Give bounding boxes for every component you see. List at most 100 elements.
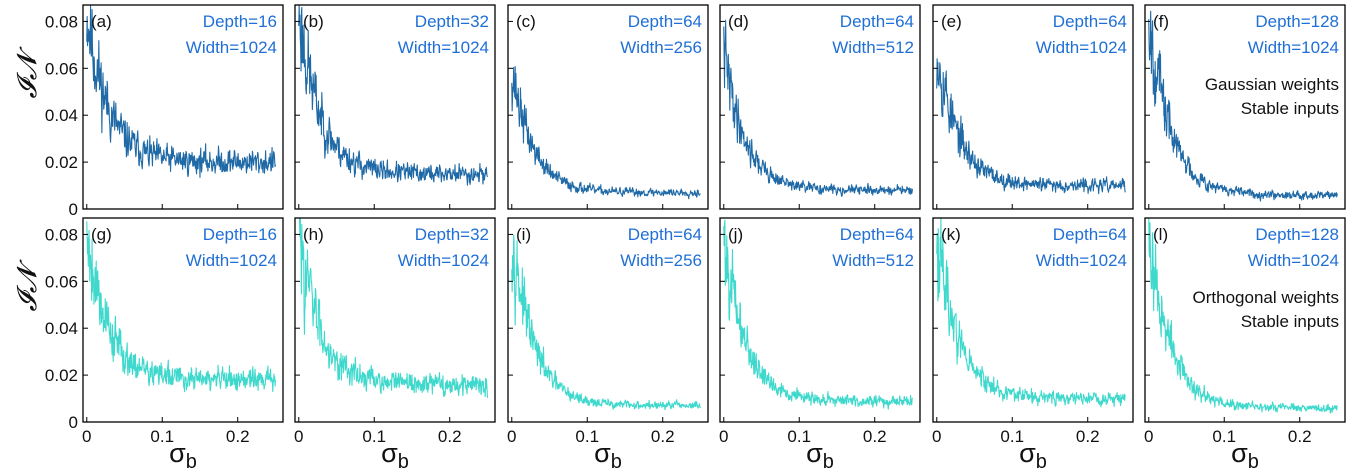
plot-frame — [932, 217, 1134, 423]
width-label: Width=1024 — [398, 38, 489, 57]
plot-frame — [82, 217, 284, 423]
panel-h: 0 0.1 0.2 (h) Depth=32 Width=1024 — [294, 217, 496, 446]
y-tick-label: 0 — [69, 200, 78, 219]
width-label: Width=1024 — [186, 251, 277, 270]
depth-label: Depth=16 — [203, 225, 277, 244]
y-tick-label: 0 — [69, 413, 78, 432]
plot-frame — [1144, 217, 1346, 423]
y-axis-label: 𝓘𝓝 — [12, 259, 42, 311]
panel-label: (a) — [91, 12, 112, 31]
panel-g: 0 0.02 0.04 0.06 0.08 0 0.1 0.2 (g) Depth=16 Width… — [45, 217, 284, 446]
plot-frame — [719, 4, 921, 210]
series-line — [86, 221, 276, 393]
x-tick-label: 0.1 — [1212, 427, 1236, 446]
panel-a: 0 0.02 0.04 0.06 0.08 (a) Depth=16 Width=1024 — [45, 4, 284, 219]
panel-label: (h) — [303, 225, 324, 244]
depth-label: Depth=64 — [840, 225, 914, 244]
x-tick-label: 0 — [1144, 427, 1153, 446]
width-label: Width=512 — [832, 38, 914, 57]
y-tick-label: 0.06 — [45, 59, 78, 78]
y-tick-label: 0.08 — [45, 12, 78, 31]
plot-frame — [507, 217, 709, 423]
x-axis-label: σb — [1231, 438, 1259, 470]
plot-frame — [507, 4, 709, 210]
width-label: Width=512 — [832, 251, 914, 270]
plot-frame — [932, 4, 1134, 210]
panels-group: 0 0.02 0.04 0.06 0.08 (a) Depth=16 Width=1024 (b… — [45, 4, 1346, 446]
width-label: Width=1024 — [398, 251, 489, 270]
width-label: Width=256 — [620, 38, 702, 57]
panel-l: 0 0.1 0.2 (l) Depth=128 Width=1024 Orthogonal … — [1144, 217, 1346, 446]
y-axis-label: 𝓘𝓝 — [12, 46, 42, 98]
x-tick-label: 0.1 — [575, 427, 599, 446]
x-tick-label: 0.1 — [1000, 427, 1024, 446]
series-line — [723, 19, 913, 197]
x-tick-label: 0.2 — [1288, 427, 1312, 446]
panel-j: 0 0.1 0.2 (j) Depth=64 Width=512 — [719, 217, 921, 446]
x-axis-label: σb — [1019, 438, 1047, 470]
depth-label: Depth=64 — [628, 12, 702, 31]
depth-label: Depth=128 — [1255, 225, 1339, 244]
x-axis-label: σb — [806, 438, 834, 470]
x-tick-label: 0.1 — [150, 427, 174, 446]
series-line — [298, 217, 488, 398]
depth-label: Depth=32 — [415, 12, 489, 31]
panel-label: (d) — [728, 12, 749, 31]
panel-label: (b) — [303, 12, 324, 31]
x-tick-label: 0.2 — [1076, 427, 1100, 446]
series-line — [723, 219, 913, 410]
x-tick-label: 0 — [294, 427, 303, 446]
x-tick-label: 0 — [82, 427, 91, 446]
series-line — [1148, 217, 1338, 414]
panel-label: (j) — [728, 225, 743, 244]
x-axis-label: σb — [381, 438, 409, 470]
width-label: Width=1024 — [1248, 38, 1339, 57]
depth-label: Depth=32 — [415, 225, 489, 244]
x-tick-label: 0 — [507, 427, 516, 446]
width-label: Width=1024 — [1248, 251, 1339, 270]
x-axis-label: σb — [594, 438, 622, 470]
width-label: Width=1024 — [186, 38, 277, 57]
x-tick-label: 0 — [719, 427, 728, 446]
x-tick-label: 0.1 — [787, 427, 811, 446]
depth-label: Depth=64 — [628, 225, 702, 244]
depth-label: Depth=64 — [840, 12, 914, 31]
depth-label: Depth=16 — [203, 12, 277, 31]
depth-label: Depth=64 — [1053, 225, 1127, 244]
series-line — [511, 234, 701, 411]
depth-label: Depth=128 — [1255, 12, 1339, 31]
plot-frame — [82, 4, 284, 210]
panel-i: 0 0.1 0.2 (i) Depth=64 Width=256 — [507, 217, 709, 446]
panel-label: (c) — [516, 12, 536, 31]
panel-f: (f) Depth=128 Width=1024 Gaussian weights St… — [1144, 4, 1346, 210]
plot-frame — [1144, 4, 1346, 210]
x-tick-label: 0.2 — [863, 427, 887, 446]
panel-label: (g) — [91, 225, 112, 244]
x-tick-label: 0 — [932, 427, 941, 446]
x-tick-label: 0.1 — [362, 427, 386, 446]
series-line — [936, 217, 1126, 408]
condition-note: Stable inputs — [1241, 99, 1339, 118]
condition-note: Orthogonal weights — [1193, 288, 1339, 307]
panel-d: (d) Depth=64 Width=512 — [719, 4, 921, 210]
y-tick-label: 0.08 — [45, 225, 78, 244]
y-tick-label: 0.04 — [45, 106, 78, 125]
plot-frame — [294, 217, 496, 423]
plot-frame — [294, 4, 496, 210]
panel-label: (i) — [516, 225, 531, 244]
series-line — [1148, 10, 1338, 202]
panel-k: 0 0.1 0.2 (k) Depth=64 Width=1024 — [932, 217, 1134, 446]
condition-note: Stable inputs — [1241, 312, 1339, 331]
width-label: Width=256 — [620, 251, 702, 270]
series-line — [86, 4, 276, 179]
series-line — [936, 58, 1126, 195]
x-tick-label: 0.2 — [226, 427, 250, 446]
x-axis-label: σb — [169, 438, 197, 470]
y-tick-label: 0.04 — [45, 319, 78, 338]
panel-label: (l) — [1153, 225, 1168, 244]
width-label: Width=1024 — [1036, 251, 1127, 270]
panel-label: (k) — [941, 225, 961, 244]
panel-c: (c) Depth=64 Width=256 — [507, 4, 709, 210]
y-tick-label: 0.02 — [45, 153, 78, 172]
